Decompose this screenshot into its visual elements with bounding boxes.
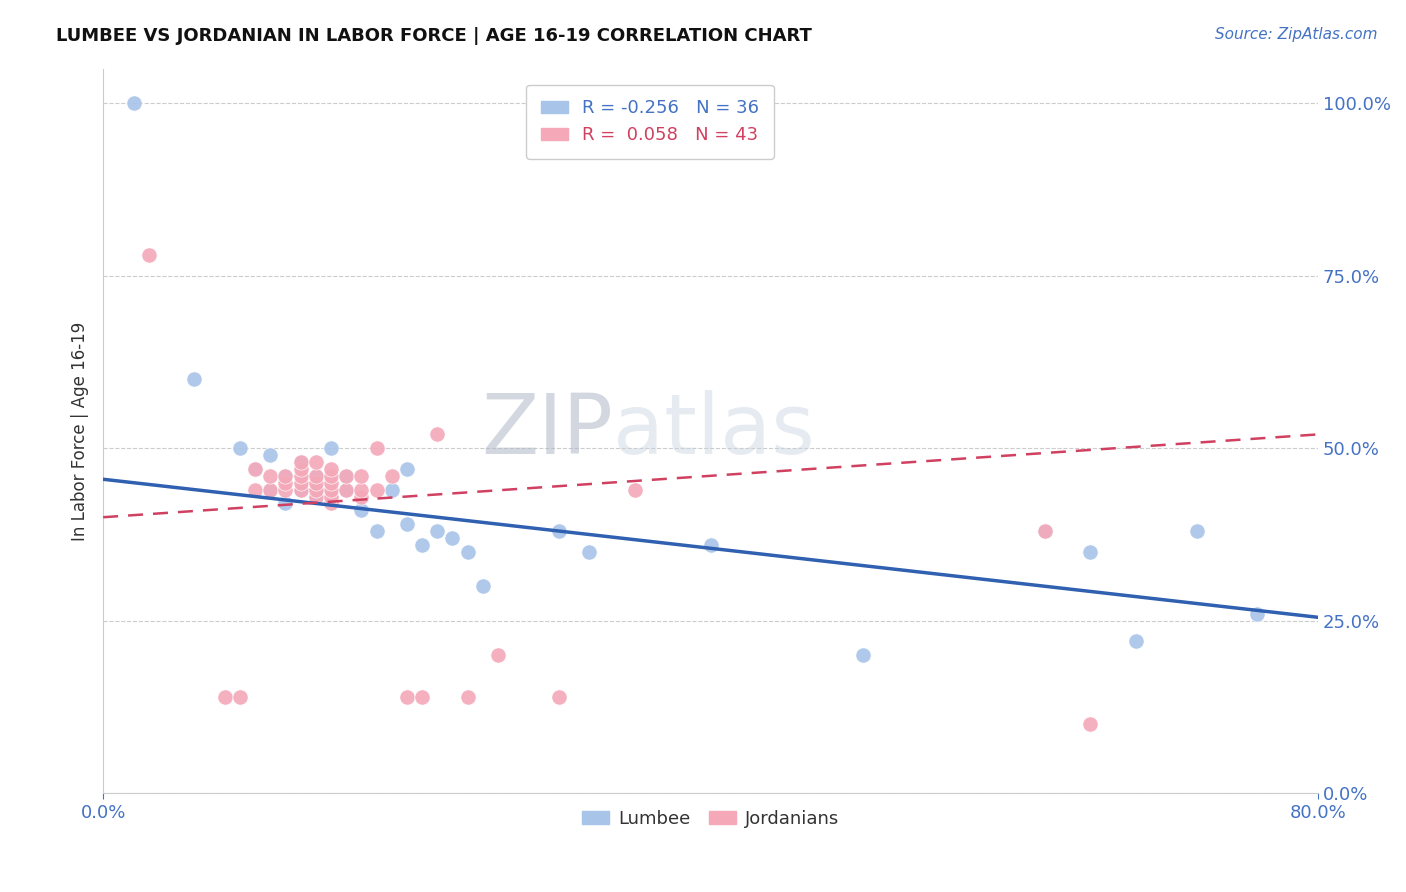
Point [366, 441, 388, 455]
Point [319, 475, 342, 490]
Point [243, 483, 266, 497]
Point [305, 490, 328, 504]
Point [471, 579, 494, 593]
Point [319, 496, 342, 510]
Point [350, 468, 373, 483]
Point [457, 545, 479, 559]
Point [274, 496, 297, 510]
Point [305, 483, 328, 497]
Point [290, 455, 312, 469]
Point [350, 483, 373, 497]
Point [290, 468, 312, 483]
Point [366, 483, 388, 497]
Point [243, 462, 266, 476]
Point [274, 475, 297, 490]
Point [1078, 717, 1101, 731]
Point [259, 468, 281, 483]
Point [381, 468, 404, 483]
Point [274, 468, 297, 483]
Point [290, 483, 312, 497]
Point [319, 490, 342, 504]
Legend: Lumbee, Jordanians: Lumbee, Jordanians [575, 803, 846, 835]
Point [335, 468, 357, 483]
Point [1125, 634, 1147, 648]
Text: Source: ZipAtlas.com: Source: ZipAtlas.com [1215, 27, 1378, 42]
Point [578, 545, 600, 559]
Point [274, 468, 297, 483]
Text: ZIP: ZIP [482, 391, 613, 472]
Point [1033, 524, 1056, 538]
Point [305, 468, 328, 483]
Point [366, 524, 388, 538]
Point [335, 483, 357, 497]
Point [1246, 607, 1268, 621]
Point [547, 524, 569, 538]
Point [319, 441, 342, 455]
Point [1185, 524, 1208, 538]
Point [1033, 524, 1056, 538]
Point [1078, 545, 1101, 559]
Point [411, 538, 433, 552]
Point [699, 538, 721, 552]
Point [623, 483, 645, 497]
Point [122, 96, 145, 111]
Point [274, 483, 297, 497]
Point [259, 483, 281, 497]
Point [350, 503, 373, 517]
Point [335, 468, 357, 483]
Point [290, 475, 312, 490]
Point [243, 462, 266, 476]
Point [319, 468, 342, 483]
Point [229, 441, 252, 455]
Point [411, 690, 433, 704]
Point [290, 455, 312, 469]
Point [214, 690, 236, 704]
Point [290, 483, 312, 497]
Point [138, 248, 160, 262]
Point [319, 462, 342, 476]
Text: atlas: atlas [613, 391, 815, 472]
Text: LUMBEE VS JORDANIAN IN LABOR FORCE | AGE 16-19 CORRELATION CHART: LUMBEE VS JORDANIAN IN LABOR FORCE | AGE… [56, 27, 813, 45]
Point [395, 690, 418, 704]
Point [486, 648, 509, 663]
Point [335, 483, 357, 497]
Point [305, 468, 328, 483]
Point [183, 372, 205, 386]
Point [319, 483, 342, 497]
Point [305, 475, 328, 490]
Point [441, 531, 464, 545]
Point [426, 524, 449, 538]
Point [851, 648, 873, 663]
Point [319, 490, 342, 504]
Point [395, 462, 418, 476]
Point [259, 483, 281, 497]
Point [305, 483, 328, 497]
Point [305, 455, 328, 469]
Point [290, 462, 312, 476]
Point [305, 490, 328, 504]
Point [547, 690, 569, 704]
Point [381, 483, 404, 497]
Point [426, 427, 449, 442]
Point [395, 517, 418, 532]
Point [229, 690, 252, 704]
Point [457, 690, 479, 704]
Point [259, 448, 281, 462]
Y-axis label: In Labor Force | Age 16-19: In Labor Force | Age 16-19 [72, 321, 89, 541]
Point [350, 490, 373, 504]
